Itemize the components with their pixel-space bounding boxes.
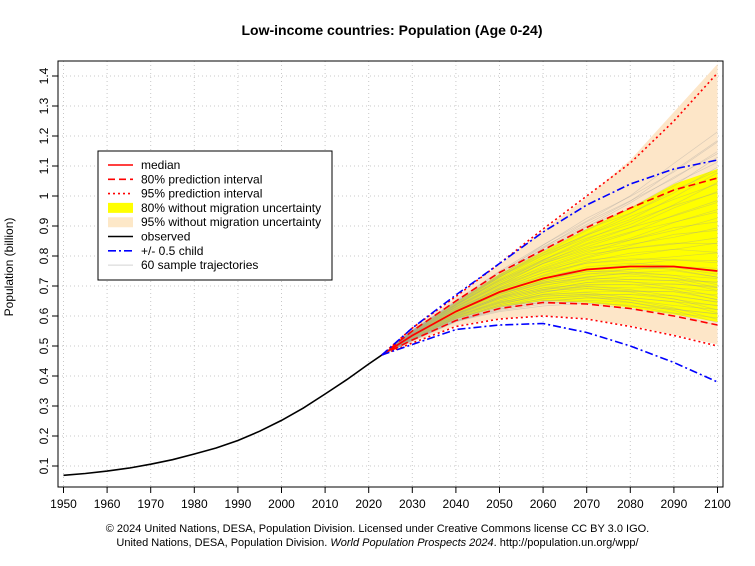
legend-label: 95% prediction interval [141,187,262,201]
legend-label: 80% without migration uncertainty [141,201,321,215]
trajectory [381,293,718,356]
legend-label: +/- 0.5 child [141,244,203,258]
sample-trajectories [381,131,718,356]
x-axis: 1950 1960 1970 1980 1990 2000 2010 2020 2030 2040… [50,487,731,511]
line-80-upper [381,177,718,356]
x-tick-label: 2060 [530,497,557,511]
trajectory [381,273,718,356]
y-tick-label: 0.1 [37,457,51,474]
trajectory [381,283,718,356]
trajectory [381,288,718,356]
y-tick-label: 1.2 [37,127,51,144]
line-observed [63,354,383,477]
trajectory [381,192,718,356]
x-tick-label: 1960 [94,497,121,511]
x-tick-label: 2010 [312,497,339,511]
y-tick-label: 1 [37,192,51,199]
y-tick-label: 0.3 [37,397,51,414]
trajectory [381,279,718,356]
trajectory [381,191,718,356]
legend-label: median [141,158,180,172]
y-tick-label: 0.4 [37,367,51,384]
x-tick-label: 1980 [181,497,208,511]
y-tick-label: 0.7 [37,277,51,294]
x-tick-label: 1970 [137,497,164,511]
x-tick-label: 2100 [704,497,731,511]
line-median [381,265,718,356]
trajectory [381,211,718,356]
x-tick-label: 2000 [268,497,295,511]
band-80-without-migration [381,169,718,355]
trajectory [381,248,718,356]
trajectory [381,182,718,356]
trajectory [381,277,718,356]
y-tick-label: 0.8 [37,247,51,264]
trajectory [381,230,718,356]
x-tick-label: 2040 [443,497,470,511]
y-axis: 0.1 0.2 0.3 0.4 0.5 0.6 0.7 0.8 0.9 1 1.1 1.2 1.3 1.4 [37,67,58,474]
trajectory [381,200,718,356]
trajectory [381,170,718,356]
legend-label: observed [141,230,190,244]
trajectory [381,271,718,356]
footer-citation-suffix: . http://population.un.org/wpp/ [493,537,639,549]
x-tick-label: 2050 [486,497,513,511]
bands [381,64,718,355]
line-80-lower [381,301,718,356]
trajectory [381,297,718,356]
trajectory [381,221,718,356]
x-tick-label: 1950 [50,497,77,511]
legend-label: 95% without migration uncertainty [141,215,321,229]
x-tick-label: 2020 [355,497,382,511]
x-tick-label: 1990 [225,497,252,511]
plot-frame [57,60,724,488]
y-tick-label: 0.6 [37,307,51,324]
legend-label: 80% prediction interval [141,172,262,186]
trajectory [381,156,718,356]
series-lines [63,72,719,477]
footer-citation-title: World Population Prospects 2024 [330,537,494,549]
x-tick-label: 2080 [617,497,644,511]
trajectory [381,242,718,356]
trajectory [381,183,718,356]
trajectory [381,237,718,356]
y-tick-label: 0.2 [37,427,51,444]
trajectory [381,286,718,356]
trajectory [381,209,718,356]
y-tick-label: 1.4 [37,67,51,84]
x-tick-label: 2090 [661,497,688,511]
trajectory [381,278,718,356]
trajectory [381,291,718,356]
footer-copyright: © 2024 United Nations, DESA, Population … [105,523,650,535]
trajectory [381,294,718,356]
footer-citation: United Nations, DESA, Population Divisio… [0,537,755,549]
y-axis-label: Population (billion) [2,218,16,317]
line--0-5-child [381,322,718,383]
legend-box [97,150,333,281]
x-tick-label: 2070 [573,497,600,511]
population-chart: Low-income countries: Population (Age 0-… [2,22,731,511]
trajectory [381,288,718,356]
y-tick-label: 1.3 [37,97,51,114]
trajectory [381,172,718,356]
trajectory [381,272,718,356]
x-tick-label: 2030 [399,497,426,511]
trajectory [381,217,718,356]
y-tick-label: 0.5 [37,337,51,354]
legend-label: 60 sample trajectories [141,258,258,272]
trajectory [381,286,718,356]
y-tick-label: 1.1 [37,157,51,174]
y-tick-label: 0.9 [37,217,51,234]
trajectory [381,166,718,356]
chart-title: Low-income countries: Population (Age 0-… [241,22,542,38]
trajectory [381,283,718,356]
footer-citation-prefix: United Nations, DESA, Population Divisio… [116,537,331,549]
trajectory [381,275,718,356]
trajectory [381,227,718,356]
trajectory [381,202,718,356]
trajectory [381,281,718,356]
